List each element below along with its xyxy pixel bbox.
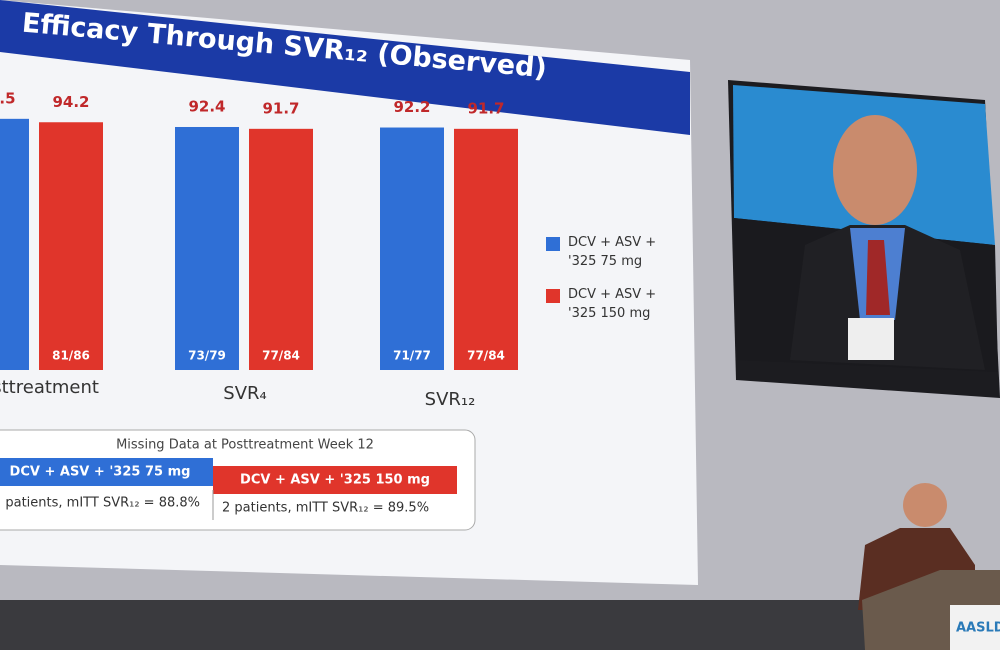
x-tick-label: Posttreatment	[0, 377, 99, 398]
x-tick-label: SVR₄	[223, 383, 266, 404]
count-label: 77/84	[467, 349, 505, 363]
table-title: Missing Data at Posttreatment Week 12	[116, 438, 374, 453]
table-header: DCV + ASV + '325 150 mg	[240, 473, 430, 488]
count-label: 71/77	[393, 349, 431, 363]
bar	[454, 128, 518, 370]
count-label: 73/79	[188, 349, 226, 363]
presenter-head	[903, 483, 947, 527]
value-label: 94.2	[52, 93, 89, 111]
legend-swatch	[546, 237, 560, 251]
value-label: 91.7	[467, 99, 504, 117]
title-bar	[0, 0, 690, 135]
name-badge	[848, 318, 894, 360]
speaker-head	[833, 115, 917, 225]
count-label: 77/84	[262, 349, 300, 363]
table-cell: 2 patients, mITT SVR₁₂ = 88.8%	[0, 496, 200, 511]
x-tick-label: SVR₁₂	[425, 389, 476, 410]
podium-sign: AASLD	[956, 621, 1000, 636]
value-label: 95.5	[0, 89, 16, 107]
bar	[175, 126, 239, 370]
legend-label: DCV + ASV + '325 75 mg	[568, 235, 657, 269]
table-cell: 2 patients, mITT SVR₁₂ = 89.5%	[222, 501, 429, 516]
value-label: 91.7	[262, 99, 299, 117]
floor	[0, 600, 1000, 650]
bar	[249, 128, 313, 370]
count-label: 81/86	[52, 349, 90, 363]
bar	[0, 118, 29, 371]
bar	[380, 127, 444, 370]
legend-label: DCV + ASV + '325 150 mg	[568, 287, 657, 321]
legend-swatch	[546, 289, 560, 303]
value-label: 92.4	[188, 97, 225, 115]
table-header-cell	[0, 458, 213, 486]
speaker-tie	[866, 240, 890, 315]
podium-sign-bg	[950, 605, 1000, 650]
table-header: DCV + ASV + '325 75 mg	[10, 465, 191, 480]
value-label: 92.2	[393, 98, 430, 116]
bar	[39, 122, 103, 370]
table-header-cell	[213, 466, 457, 494]
